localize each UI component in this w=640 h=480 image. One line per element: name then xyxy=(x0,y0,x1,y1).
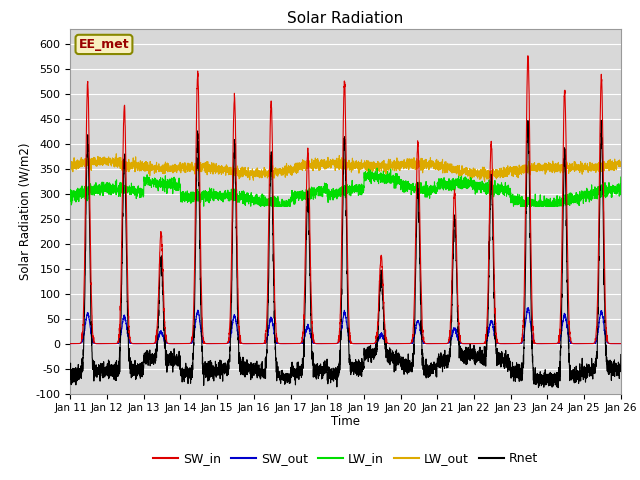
Y-axis label: Solar Radiation (W/m2): Solar Radiation (W/m2) xyxy=(19,143,31,280)
Legend: SW_in, SW_out, LW_in, LW_out, Rnet: SW_in, SW_out, LW_in, LW_out, Rnet xyxy=(148,447,543,470)
Title: Solar Radiation: Solar Radiation xyxy=(287,11,404,26)
X-axis label: Time: Time xyxy=(331,415,360,428)
Text: EE_met: EE_met xyxy=(79,38,129,51)
